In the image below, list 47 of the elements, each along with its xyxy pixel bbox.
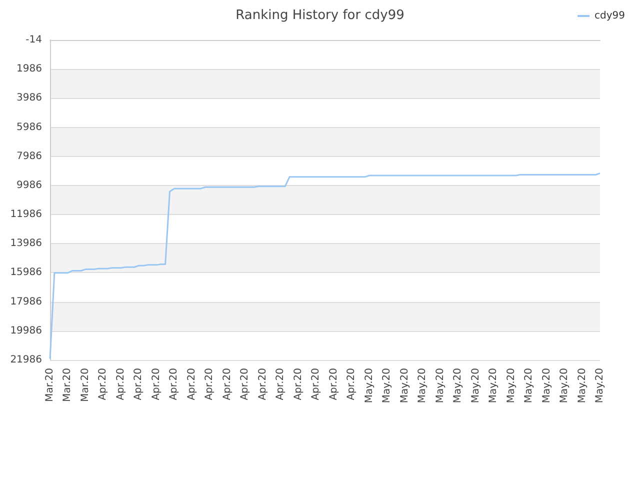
line-series	[49, 172, 601, 360]
x-tick-label: Apr.20	[310, 368, 322, 400]
y-tick-label: 17986	[10, 296, 42, 308]
x-tick-label: May.20	[382, 368, 393, 404]
x-tick-label: May.20	[399, 368, 410, 404]
x-tick-label: May.20	[452, 368, 464, 404]
x-tick-label: May.20	[524, 368, 535, 404]
x-tick-label: Mar.20	[62, 368, 74, 402]
x-tick-label: Apr.20	[133, 368, 144, 400]
x-tick-label: Apr.20	[257, 368, 268, 400]
x-tick-label: Apr.20	[186, 368, 198, 400]
x-tick-label: May.20	[470, 368, 482, 404]
y-tick-label: 3986	[16, 92, 42, 104]
x-tick-label: Apr.20	[115, 368, 126, 400]
x-tick-label: May.20	[506, 368, 517, 404]
y-tick-label: 13986	[10, 238, 42, 250]
x-tick-label: May.20	[434, 368, 446, 404]
x-tick-label: May.20	[576, 368, 588, 404]
y-tick-label: 15986	[10, 267, 42, 278]
x-tick-label: Apr.20	[222, 368, 233, 400]
y-tick-label: 19986	[10, 325, 42, 336]
chart-title: Ranking History for cdy99	[236, 8, 404, 23]
x-tick-label: Apr.20	[292, 368, 304, 400]
x-tick-label: Mar.20	[80, 368, 91, 402]
y-tick-label: 11986	[10, 209, 42, 220]
y-tick-label: 5986	[16, 122, 42, 133]
x-tick-label: May.20	[364, 368, 375, 404]
x-tick-label: May.20	[594, 368, 606, 404]
legend-label: cdy99	[594, 10, 626, 22]
x-tick-label: May.20	[559, 368, 570, 404]
y-tick-label: 21986	[10, 354, 42, 366]
x-tick-label: May.20	[417, 368, 428, 404]
y-tick-label: 1986	[16, 64, 42, 75]
x-tick-label: Mar.20	[44, 368, 56, 402]
x-tick-label: May.20	[541, 368, 552, 404]
x-tick-label: Apr.20	[98, 368, 109, 400]
x-tick-label: Apr.20	[204, 368, 216, 400]
x-tick-label: Apr.20	[168, 368, 180, 400]
x-tick-label: May.20	[488, 368, 500, 404]
x-tick-label: Apr.20	[275, 368, 286, 400]
y-tick-label: 9986	[16, 180, 42, 191]
y-tick-label: 7986	[16, 150, 42, 162]
x-tick-label: Apr.20	[240, 368, 251, 400]
x-tick-label: Apr.20	[346, 368, 358, 400]
y-tick-label: -14	[26, 34, 42, 46]
x-tick-label: Apr.20	[328, 368, 340, 400]
x-tick-label: Apr.20	[150, 368, 162, 400]
